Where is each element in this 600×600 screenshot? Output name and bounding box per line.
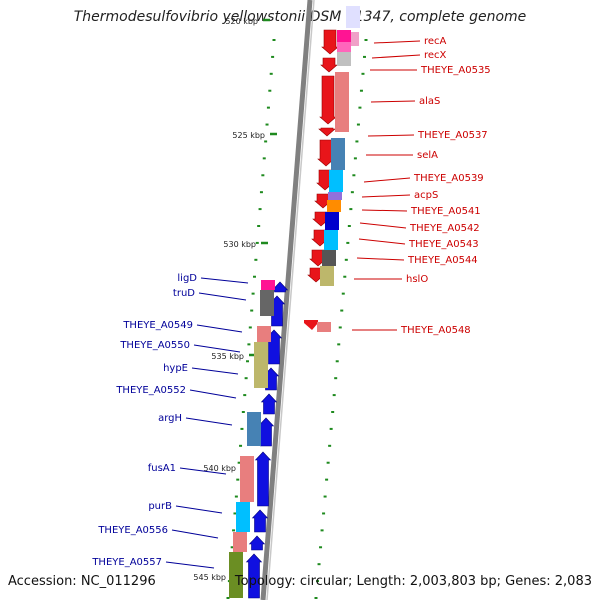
cog-bar xyxy=(322,250,336,266)
gene-leader-line xyxy=(191,367,239,375)
tick-label: 530 kbp xyxy=(223,240,256,249)
reverse-gene-label: purB xyxy=(148,501,172,512)
tick-label: 520 kbp xyxy=(225,17,258,26)
cog-bar xyxy=(325,212,339,230)
map-title: Thermodesulfovibrio yellowstonii DSM 113… xyxy=(73,9,527,25)
gene-leader-line xyxy=(171,529,219,539)
accession-text: Accession: NC_011296 xyxy=(8,574,156,589)
forward-gene-label: hslO xyxy=(406,274,428,285)
gene-leader-line xyxy=(361,209,408,212)
gene-leader-line xyxy=(196,324,243,333)
gene-leader-line xyxy=(367,134,415,137)
forward-gene-label: THEYE_A0543 xyxy=(408,239,479,250)
topology-text: Topology: circular; Length: 2,003,803 bp… xyxy=(234,574,592,589)
gene-leader-line xyxy=(198,292,247,301)
gene-leader-line xyxy=(175,505,223,514)
gene-leader-line xyxy=(200,277,249,284)
cog-bar xyxy=(337,42,351,52)
cog-bar xyxy=(229,552,243,598)
gene-leader-line xyxy=(363,177,411,183)
forward-gene-label: THEYE_A0539 xyxy=(413,173,484,184)
reverse-gene-label: truD xyxy=(173,288,195,299)
tick-label: 545 kbp xyxy=(193,573,226,582)
reverse-gene-label: argH xyxy=(158,413,182,424)
cog-bar xyxy=(254,342,268,388)
gene-leader-line xyxy=(356,257,405,261)
forward-gene-label: THEYE_A0544 xyxy=(407,255,478,266)
forward-gene-label: recX xyxy=(424,50,447,61)
tick-label: 535 kbp xyxy=(211,352,244,361)
cog-bar xyxy=(335,72,349,132)
backbone-highlight xyxy=(266,0,315,600)
reverse-gene-label: THEYE_A0550 xyxy=(119,340,190,351)
forward-gene-label: selA xyxy=(417,150,438,161)
gene-leader-line xyxy=(373,40,421,44)
forward-gene-label: acpS xyxy=(414,190,438,201)
cog-bar xyxy=(247,412,261,446)
forward-gene-arrow xyxy=(321,29,339,55)
cog-bar xyxy=(240,456,254,502)
cog-bar xyxy=(327,200,341,212)
gene-leader-line xyxy=(193,344,241,353)
gene-leader-line xyxy=(189,389,237,399)
cog-bar xyxy=(233,532,247,552)
reverse-gene-label: THEYE_A0557 xyxy=(91,557,162,568)
forward-gene-arrow xyxy=(319,75,337,125)
gene-leader-line xyxy=(165,561,215,569)
cog-bar xyxy=(331,138,345,170)
reverse-gene-arrow xyxy=(260,393,278,415)
gene-leader-line xyxy=(185,417,233,426)
forward-gene-arrow xyxy=(320,57,338,73)
tick-label: 540 kbp xyxy=(203,464,236,473)
reverse-gene-label: fusA1 xyxy=(148,463,176,474)
forward-gene-arrow xyxy=(304,320,318,330)
cog-bar xyxy=(324,230,338,250)
forward-gene-label: recA xyxy=(424,36,447,47)
reverse-gene-arrow xyxy=(254,451,272,507)
cog-bar xyxy=(346,6,360,28)
reverse-gene-arrow xyxy=(248,535,266,551)
cog-bar xyxy=(236,502,250,532)
cog-bar xyxy=(320,266,334,286)
forward-gene-label: THEYE_A0542 xyxy=(409,223,480,234)
cog-bar xyxy=(257,326,271,342)
reverse-gene-label: THEYE_A0549 xyxy=(122,320,193,331)
reverse-gene-arrow xyxy=(251,509,269,533)
gene-leader-line xyxy=(358,238,406,245)
cog-bar xyxy=(261,280,275,290)
gene-leader-line xyxy=(359,222,407,229)
cog-bar xyxy=(260,290,274,316)
backbone-line xyxy=(260,0,313,600)
forward-gene-label: alaS xyxy=(419,96,440,107)
tick-label: 525 kbp xyxy=(232,131,265,140)
forward-gene-arrow xyxy=(318,127,336,137)
gene-leader-line xyxy=(179,467,227,475)
forward-gene-label: THEYE_A0537 xyxy=(417,130,488,141)
forward-gene-label: THEYE_A0541 xyxy=(410,206,481,217)
reverse-gene-arrow xyxy=(245,553,263,599)
cog-bar xyxy=(337,52,351,66)
cog-bar xyxy=(317,322,331,332)
cog-bar xyxy=(328,192,342,200)
cog-bar xyxy=(329,170,343,192)
gene-leader-line xyxy=(361,194,411,198)
forward-gene-label: THEYE_A0535 xyxy=(420,65,491,76)
gene-leader-line xyxy=(370,100,416,103)
reverse-gene-label: THEYE_A0556 xyxy=(97,525,168,536)
reverse-gene-label: hypE xyxy=(163,363,188,374)
reverse-gene-label: THEYE_A0552 xyxy=(115,385,186,396)
forward-gene-label: THEYE_A0548 xyxy=(400,325,471,336)
reverse-gene-label: ligD xyxy=(177,273,197,284)
gene-leader-line xyxy=(371,54,421,59)
cog-bar xyxy=(337,30,351,42)
